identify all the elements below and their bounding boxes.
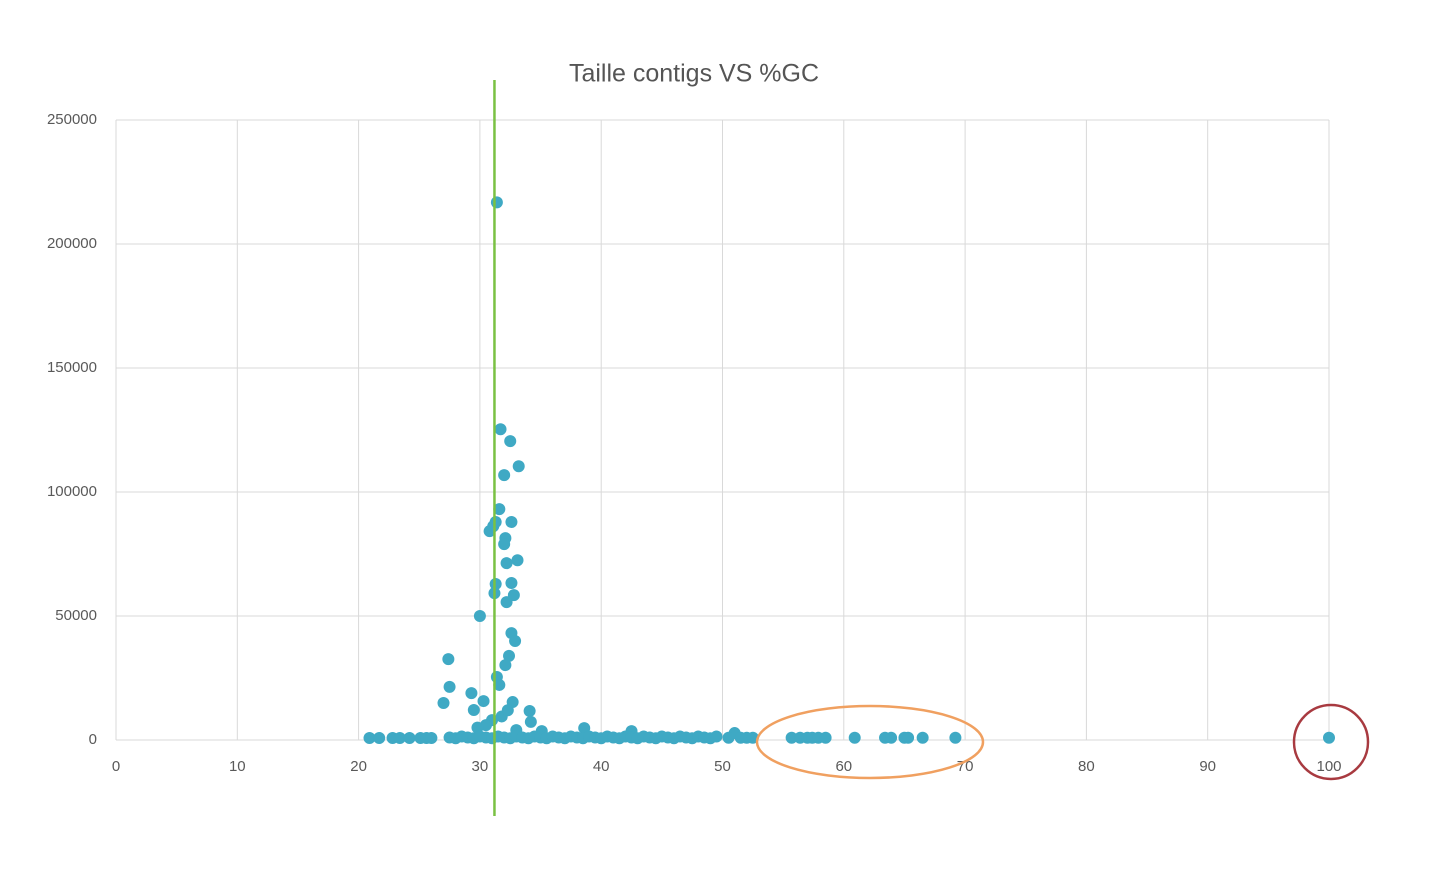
x-tick-label: 60 <box>835 758 852 775</box>
point <box>503 649 516 662</box>
point <box>393 732 406 745</box>
point <box>785 731 798 744</box>
x-tick-label: 0 <box>112 758 120 775</box>
points <box>363 196 1335 745</box>
point <box>490 196 503 209</box>
point <box>902 731 915 744</box>
point <box>500 596 513 609</box>
y-tick-label: 100000 <box>47 483 97 500</box>
x-tick-label: 90 <box>1199 758 1216 775</box>
point <box>443 680 456 693</box>
point <box>465 687 478 700</box>
point <box>373 732 386 745</box>
point <box>523 704 536 717</box>
point <box>509 635 522 648</box>
point <box>819 731 832 744</box>
point <box>501 704 514 717</box>
point <box>403 732 416 745</box>
point <box>473 610 486 622</box>
x-tick-label: 20 <box>350 758 367 775</box>
x-tick-label: 30 <box>472 758 489 775</box>
point <box>437 697 450 710</box>
point <box>498 469 511 482</box>
highlight-circle <box>1292 703 1370 781</box>
point <box>467 703 480 716</box>
x-tick-label: 80 <box>1078 758 1095 775</box>
point <box>494 423 507 436</box>
x-tick-label: 50 <box>714 758 731 775</box>
point <box>722 731 735 744</box>
x-tick-label: 100 <box>1316 758 1341 775</box>
point <box>505 516 518 529</box>
chart-title: Taille contigs VS %GC <box>569 60 819 88</box>
point <box>500 557 513 570</box>
point <box>499 659 512 672</box>
highlight-ellipse <box>755 704 985 780</box>
y-tick-label: 250000 <box>47 111 97 128</box>
point <box>477 695 490 708</box>
y-tick-label: 50000 <box>55 607 97 624</box>
grid: 0 50000 100000 150000 200000 250000 0 10 20 30 40 5… <box>47 111 1342 775</box>
point <box>885 731 898 744</box>
point <box>504 435 517 448</box>
x-tick-label: 40 <box>593 758 610 775</box>
y-tick-label: 150000 <box>47 359 97 376</box>
point <box>498 538 511 551</box>
point <box>710 730 723 743</box>
point <box>1323 731 1335 744</box>
point <box>949 731 962 744</box>
point <box>442 653 455 666</box>
point <box>425 732 438 745</box>
point <box>512 460 525 473</box>
point <box>505 577 518 590</box>
point <box>848 731 861 744</box>
y-tick-label: 0 <box>89 731 97 748</box>
point <box>511 554 524 567</box>
point <box>524 715 537 728</box>
point <box>493 678 506 691</box>
point <box>363 732 376 745</box>
y-tick-label: 200000 <box>47 235 97 252</box>
x-tick-label: 10 <box>229 758 246 775</box>
point <box>493 503 506 516</box>
point <box>916 731 929 744</box>
